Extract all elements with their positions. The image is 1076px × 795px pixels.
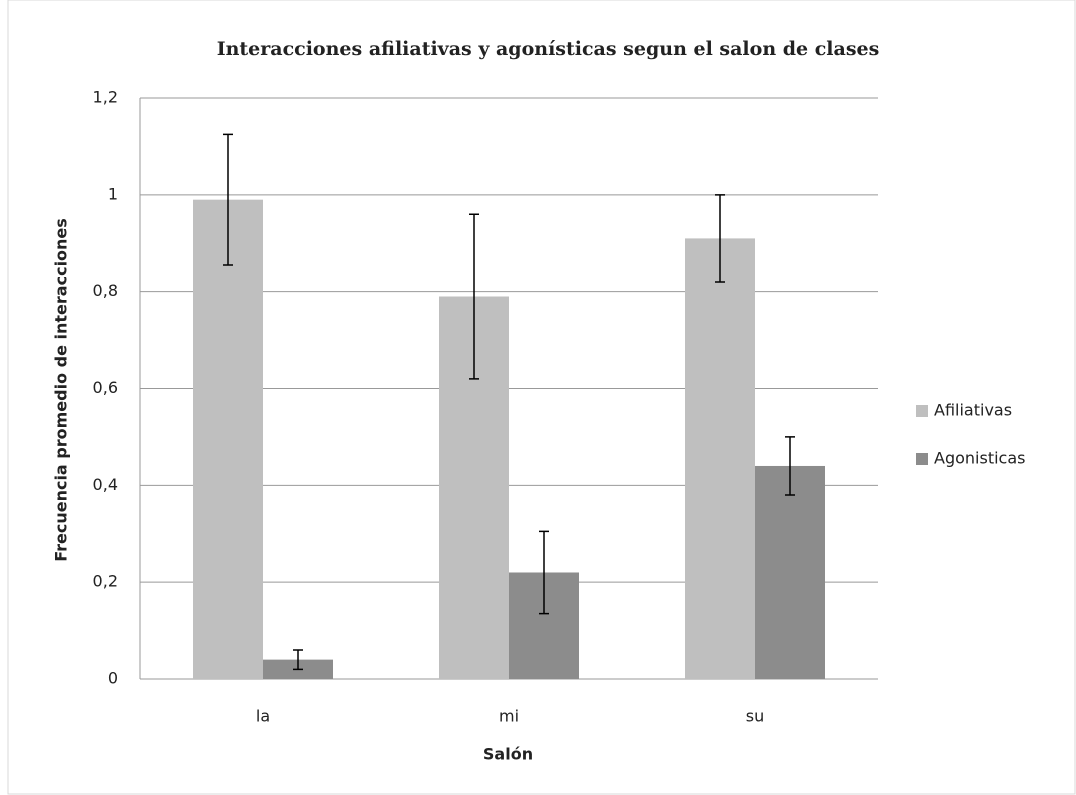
y-tick-label: 0,8 [93, 281, 118, 300]
legend-label: Afiliativas [934, 401, 1012, 420]
y-tick-label: 0 [108, 669, 118, 688]
x-tick-label: su [746, 707, 764, 726]
legend-label: Agonisticas [934, 449, 1025, 468]
x-axis-title: Salón [483, 745, 533, 764]
legend-swatch [916, 453, 928, 465]
error-bar [539, 530, 549, 615]
bar [193, 199, 263, 680]
x-tick-label: la [256, 707, 270, 726]
x-tick-label: mi [499, 707, 519, 726]
chart-title: Interacciones afiliativas y agonísticas … [217, 38, 880, 60]
chart-border [7, 0, 1076, 795]
error-bar [223, 133, 233, 266]
y-tick-label: 1,2 [93, 88, 118, 107]
error-bar [469, 213, 479, 380]
bar [685, 238, 755, 680]
y-tick-label: 0,6 [93, 378, 118, 397]
y-tick-label: 1 [108, 184, 118, 203]
bar [755, 465, 825, 679]
error-bar [785, 436, 795, 496]
legend-swatch [916, 405, 928, 417]
y-tick-label: 0,4 [93, 475, 118, 494]
y-tick-label: 0,2 [93, 572, 118, 591]
y-axis-title: Frecuencia promedio de interacciones [52, 218, 71, 562]
error-bar [293, 649, 303, 671]
error-bar [715, 194, 725, 283]
